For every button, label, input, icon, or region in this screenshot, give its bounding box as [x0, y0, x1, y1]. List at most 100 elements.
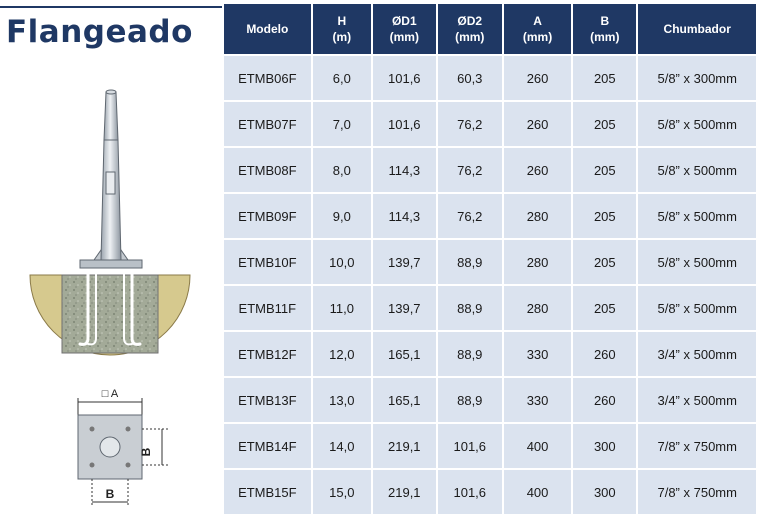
table-cell: 5/8” x 300mm	[638, 56, 756, 100]
dim-label-a: □ A	[102, 388, 119, 400]
table-cell: 205	[573, 286, 637, 330]
table-cell: 205	[573, 148, 637, 192]
table-cell: 205	[573, 240, 637, 284]
column-header-title: ØD1	[391, 14, 417, 28]
table-cell: 280	[503, 240, 572, 284]
anchor-bolts	[78, 264, 142, 346]
table-cell: 3/4” x 500mm	[638, 332, 756, 376]
table-row: ETMB14F 14,0 219,1 101,6 400 300 7/8” x 750mm	[224, 424, 756, 468]
specs-table: Modelo H (m) ØD1 (mm) ØD2 (mm) A (mm) B (mm) Chumba…	[222, 2, 758, 516]
table-cell: ETMB08F	[224, 148, 311, 192]
column-header-unit: (mm)	[455, 30, 485, 44]
table-cell: 9,0	[312, 194, 372, 238]
column-header-unit: (mm)	[389, 30, 419, 44]
table-cell: 260	[503, 56, 572, 100]
table-cell: 260	[573, 378, 637, 422]
table-cell: 330	[503, 332, 572, 376]
column-header: B (mm)	[573, 4, 637, 54]
table-cell: 88,9	[437, 286, 502, 330]
table-cell: 5/8” x 500mm	[638, 286, 756, 330]
column-header: H (m)	[312, 4, 372, 54]
page-title: Flangeado	[6, 14, 193, 50]
table-cell: 300	[573, 470, 637, 514]
header-row: Modelo H (m) ØD1 (mm) ØD2 (mm) A (mm) B (mm) Chumba…	[224, 4, 756, 54]
base-plate	[79, 259, 143, 269]
table-cell: 10,0	[312, 240, 372, 284]
table-cell: 101,6	[437, 470, 502, 514]
table-cell: 400	[503, 424, 572, 468]
table-cell: ETMB06F	[224, 56, 311, 100]
table-cell: 8,0	[312, 148, 372, 192]
table-cell: 280	[503, 286, 572, 330]
column-header-title: Modelo	[246, 22, 289, 36]
inspection-door	[105, 171, 116, 195]
table-cell: 11,0	[312, 286, 372, 330]
table-cell: ETMB10F	[224, 240, 311, 284]
column-header-title: A	[533, 14, 542, 28]
table-cell: ETMB15F	[224, 470, 311, 514]
table-cell: 205	[573, 102, 637, 146]
table-cell: 101,6	[373, 56, 436, 100]
table-cell: 101,6	[437, 424, 502, 468]
table-row: ETMB13F 13,0 165,1 88,9 330 260 3/4” x 500mm	[224, 378, 756, 422]
column-header-title: B	[600, 14, 610, 28]
table-cell: 7,0	[312, 102, 372, 146]
table-row: ETMB11F 11,0 139,7 88,9 280 205 5/8” x 500mm	[224, 286, 756, 330]
column-header: Modelo	[224, 4, 311, 54]
table-cell: 76,2	[437, 102, 502, 146]
table-cell: 6,0	[312, 56, 372, 100]
table-row: ETMB15F 15,0 219,1 101,6 400 300 7/8” x 750mm	[224, 470, 756, 514]
table-cell: 139,7	[373, 286, 436, 330]
table-cell: 5/8” x 500mm	[638, 148, 756, 192]
table-cell: 400	[503, 470, 572, 514]
table-row: ETMB10F 10,0 139,7 88,9 280 205 5/8” x 500mm	[224, 240, 756, 284]
plan-view: □ A B B	[77, 388, 168, 505]
table-cell: 260	[503, 148, 572, 192]
column-header: ØD1 (mm)	[373, 4, 436, 54]
table-cell: 205	[573, 194, 637, 238]
table-cell: 60,3	[437, 56, 502, 100]
table-cell: 88,9	[437, 240, 502, 284]
table-cell: 7/8” x 750mm	[638, 470, 756, 514]
column-header-title: H	[337, 14, 347, 28]
table-cell: 139,7	[373, 240, 436, 284]
table-cell: 12,0	[312, 332, 372, 376]
dim-label-b-bottom: B	[106, 487, 115, 501]
table-cell: 15,0	[312, 470, 372, 514]
table-cell: 260	[503, 102, 572, 146]
table-cell: 14,0	[312, 424, 372, 468]
column-header-title: ØD2	[457, 14, 483, 28]
table-cell: 76,2	[437, 148, 502, 192]
table-cell: ETMB11F	[224, 286, 311, 330]
table-cell: 165,1	[373, 378, 436, 422]
table-cell: 114,3	[373, 194, 436, 238]
table-row: ETMB06F 6,0 101,6 60,3 260 205 5/8” x 300mm	[224, 56, 756, 100]
pole-lower	[100, 139, 122, 261]
table-cell: 280	[503, 194, 572, 238]
table-row: ETMB12F 12,0 165,1 88,9 330 260 3/4” x 500mm	[224, 332, 756, 376]
column-header: Chumbador	[638, 4, 756, 54]
table-cell: 260	[573, 332, 637, 376]
table-cell: 88,9	[437, 332, 502, 376]
table-cell: 7/8” x 750mm	[638, 424, 756, 468]
table-cell: 3/4” x 500mm	[638, 378, 756, 422]
table-cell: 219,1	[373, 424, 436, 468]
table-cell: ETMB12F	[224, 332, 311, 376]
table-cell: 76,2	[437, 194, 502, 238]
table-cell: 5/8” x 500mm	[638, 102, 756, 146]
table-cell: 101,6	[373, 102, 436, 146]
table-body: ETMB06F 6,0 101,6 60,3 260 205 5/8” x 300mm ETM…	[224, 56, 756, 514]
pole-upper	[103, 91, 119, 141]
table-cell: 13,0	[312, 378, 372, 422]
concrete-foundation	[61, 274, 159, 354]
table-cell: 205	[573, 56, 637, 100]
table-cell: ETMB14F	[224, 424, 311, 468]
column-header-unit: (mm)	[522, 30, 553, 44]
column-header-unit: (m)	[332, 30, 352, 44]
table-cell: 330	[503, 378, 572, 422]
title-rule	[0, 6, 222, 8]
table-cell: 300	[573, 424, 637, 468]
table-cell: 114,3	[373, 148, 436, 192]
column-header-title: Chumbador	[663, 22, 731, 36]
table-cell: ETMB13F	[224, 378, 311, 422]
